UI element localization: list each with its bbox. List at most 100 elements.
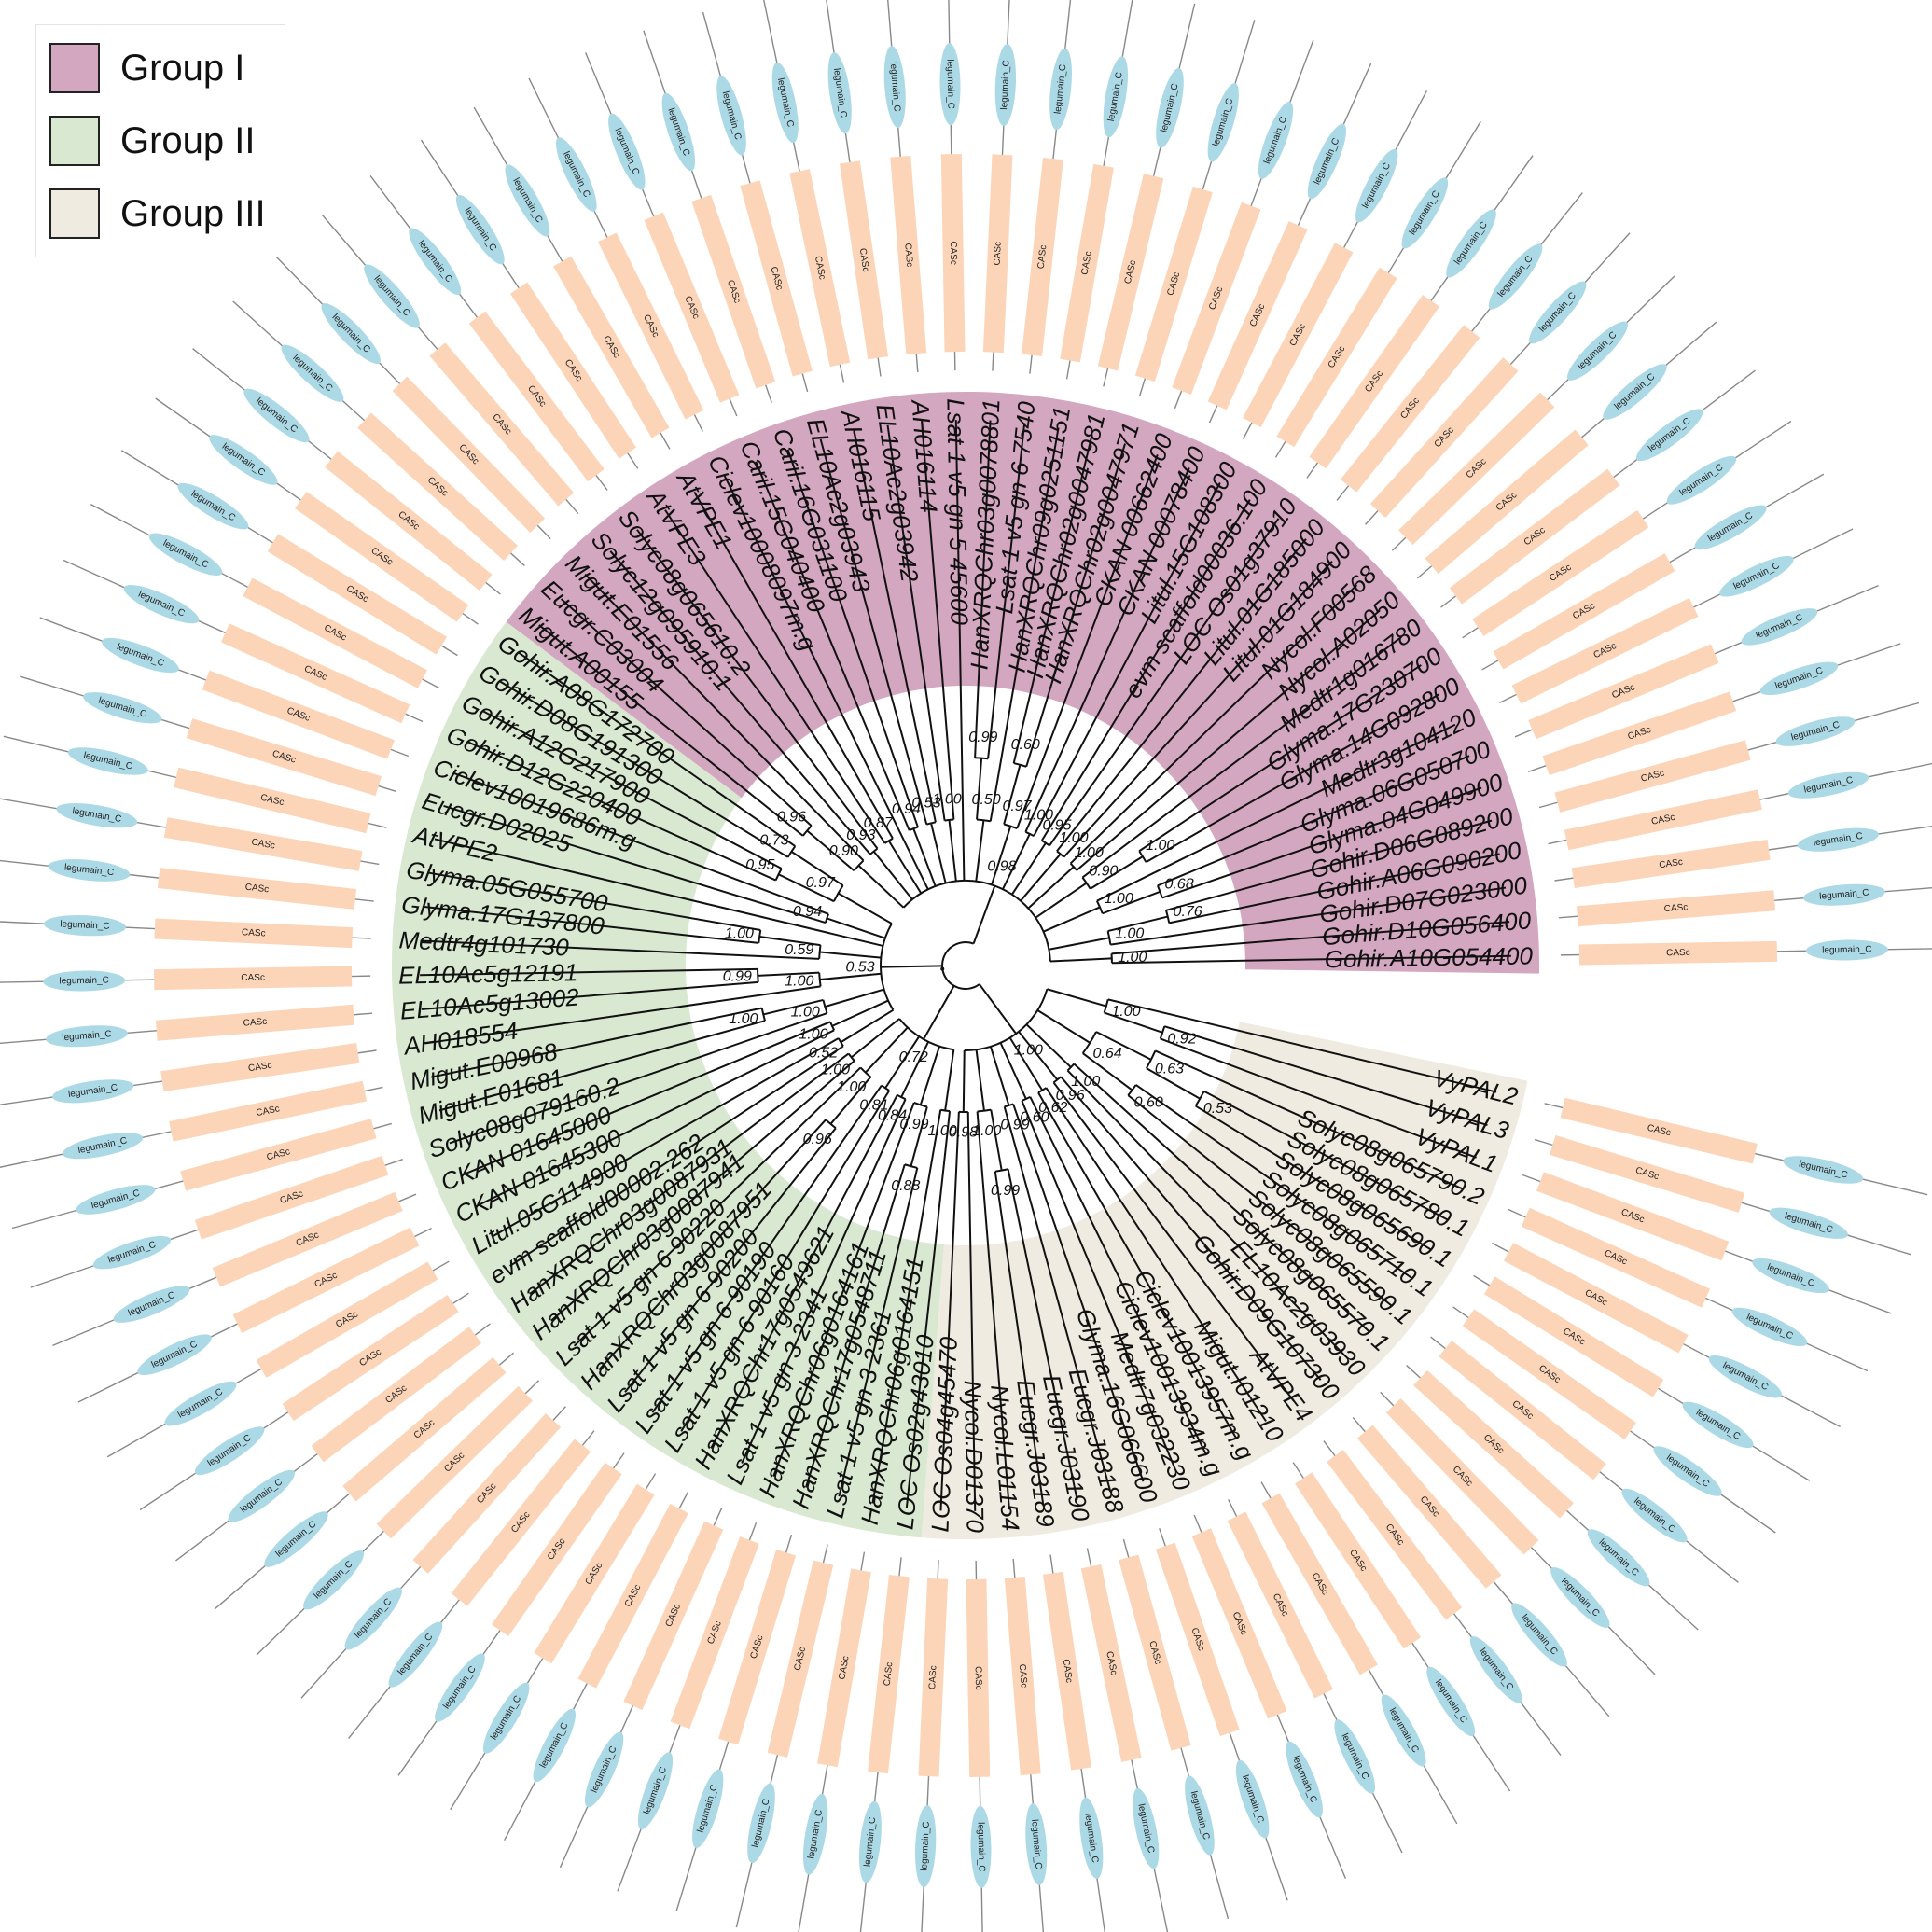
legumain-c-label: legumain_C	[1559, 1577, 1601, 1619]
tree-branch-arc	[1056, 850, 1065, 858]
casc-domain-bar	[1356, 1425, 1502, 1589]
tree-branch	[1047, 988, 1107, 1008]
casc-domain-bar	[243, 577, 428, 688]
tree-branch	[974, 420, 992, 758]
tree-branch	[573, 1066, 862, 1347]
tree-branch	[423, 905, 759, 944]
casc-label: CASc	[927, 1665, 938, 1689]
tree-branch	[680, 1090, 891, 1432]
legend-label: Group II	[120, 119, 256, 161]
legumain-c-domain	[939, 43, 961, 126]
leaf-label: Gohir.A10G054400	[1325, 941, 1534, 973]
legumain-c-label: legumain_C	[290, 353, 334, 394]
legumain-c-domain	[56, 802, 138, 828]
tree-branch	[1073, 1063, 1371, 1333]
legumain-c-domain	[859, 1800, 882, 1883]
support-value: 1.00	[1118, 950, 1147, 966]
casc-domain-bar	[212, 1191, 403, 1287]
casc-label: CASc	[857, 247, 871, 272]
legumain-c-label: legumain_C	[254, 396, 299, 435]
support-value: 0.50	[972, 792, 1001, 808]
legumain-c-domain	[123, 584, 200, 624]
tree-branch	[1020, 853, 1062, 902]
casc-domain-bar	[691, 194, 776, 389]
tree-branches	[420, 420, 1511, 1511]
tree-branch	[1018, 1031, 1059, 1080]
legumain-c-domain	[102, 637, 179, 674]
casc-label: CASc	[243, 1017, 267, 1029]
tree-branch	[1052, 1081, 1295, 1402]
support-value: 0.99	[899, 1117, 928, 1133]
support-value: 1.00	[1014, 1042, 1043, 1058]
tree-branch-arc	[786, 845, 797, 858]
tree-branch	[772, 1102, 915, 1477]
support-value: 1.00	[1071, 1074, 1100, 1090]
tree-branch	[976, 1111, 1010, 1510]
tree-branch-arc	[1052, 1076, 1062, 1084]
legumain-c-domain	[608, 113, 646, 190]
legumain-c-domain	[455, 194, 505, 265]
legumain-c-domain	[1469, 1635, 1522, 1703]
support-value: 0.53	[1203, 1101, 1232, 1117]
casc-domain-bar	[1004, 1576, 1041, 1776]
legumain-c-label: legumain_C	[919, 1821, 931, 1871]
legumain-c-domain	[243, 388, 310, 443]
casc-domain-bar	[1261, 1493, 1378, 1675]
tree-branch	[939, 1111, 960, 1511]
legumain-c-label: legumain_C	[330, 313, 372, 355]
legumain-c-domain	[1185, 1775, 1215, 1856]
support-value: 0.88	[891, 1178, 920, 1194]
legumain-c-domain	[1653, 1446, 1722, 1496]
tree-branch	[972, 885, 996, 944]
support-value: 0.96	[777, 810, 806, 826]
tree-branch-arc	[829, 1021, 836, 1031]
tree-branch	[651, 1085, 883, 1413]
legumain-c-domain	[164, 1381, 237, 1426]
support-value: 1.00	[837, 1079, 866, 1095]
tree-branch	[1138, 664, 1422, 853]
casc-domain-bar	[1276, 267, 1397, 448]
legumain-c-domain	[1719, 555, 1794, 597]
casc-domain-bar	[1097, 174, 1164, 371]
legumain-c-domain	[505, 164, 550, 237]
tree-branch-arc	[926, 821, 937, 826]
tree-branch	[989, 1046, 1010, 1106]
legumain-c-label: legumain_C	[313, 1559, 355, 1601]
casc-domain-bar	[1134, 186, 1213, 382]
tree-branch-arc	[881, 1084, 890, 1091]
tree-branch	[1160, 1037, 1477, 1159]
tree-branch	[905, 1110, 952, 1508]
tree-branch	[864, 1026, 909, 1074]
tree-branch	[664, 509, 886, 844]
tree-branch	[1035, 882, 1088, 919]
legumain-c-domain	[1550, 1567, 1610, 1628]
tree-branch	[491, 1037, 840, 1238]
tree-branch	[838, 1167, 919, 1497]
tree-branch-arc	[1081, 876, 1091, 890]
casc-domain-bar	[491, 1462, 622, 1636]
legumain-c-domain	[409, 228, 462, 296]
support-value: 0.97	[1002, 799, 1032, 814]
legumain-c-domain	[827, 52, 852, 134]
tree-branch	[840, 1008, 895, 1044]
legumain-c-domain	[46, 1025, 128, 1048]
tree-branch	[930, 823, 947, 883]
legumain-c-domain	[1694, 505, 1767, 550]
casc-domain-bar	[1172, 202, 1261, 395]
tree-branch	[710, 1094, 898, 1449]
casc-domain-bar	[256, 1261, 438, 1378]
legumain-c-label: legumain_C	[1597, 1537, 1641, 1578]
tree-branch	[1203, 1090, 1449, 1221]
casc-label: CASc	[251, 837, 276, 851]
casc-label: CASc	[1104, 1650, 1119, 1675]
tree-branch	[991, 826, 1012, 885]
legumain-c-domain	[1603, 364, 1667, 420]
tree-branch	[1021, 1100, 1176, 1470]
legumain-c-domain	[364, 264, 420, 328]
